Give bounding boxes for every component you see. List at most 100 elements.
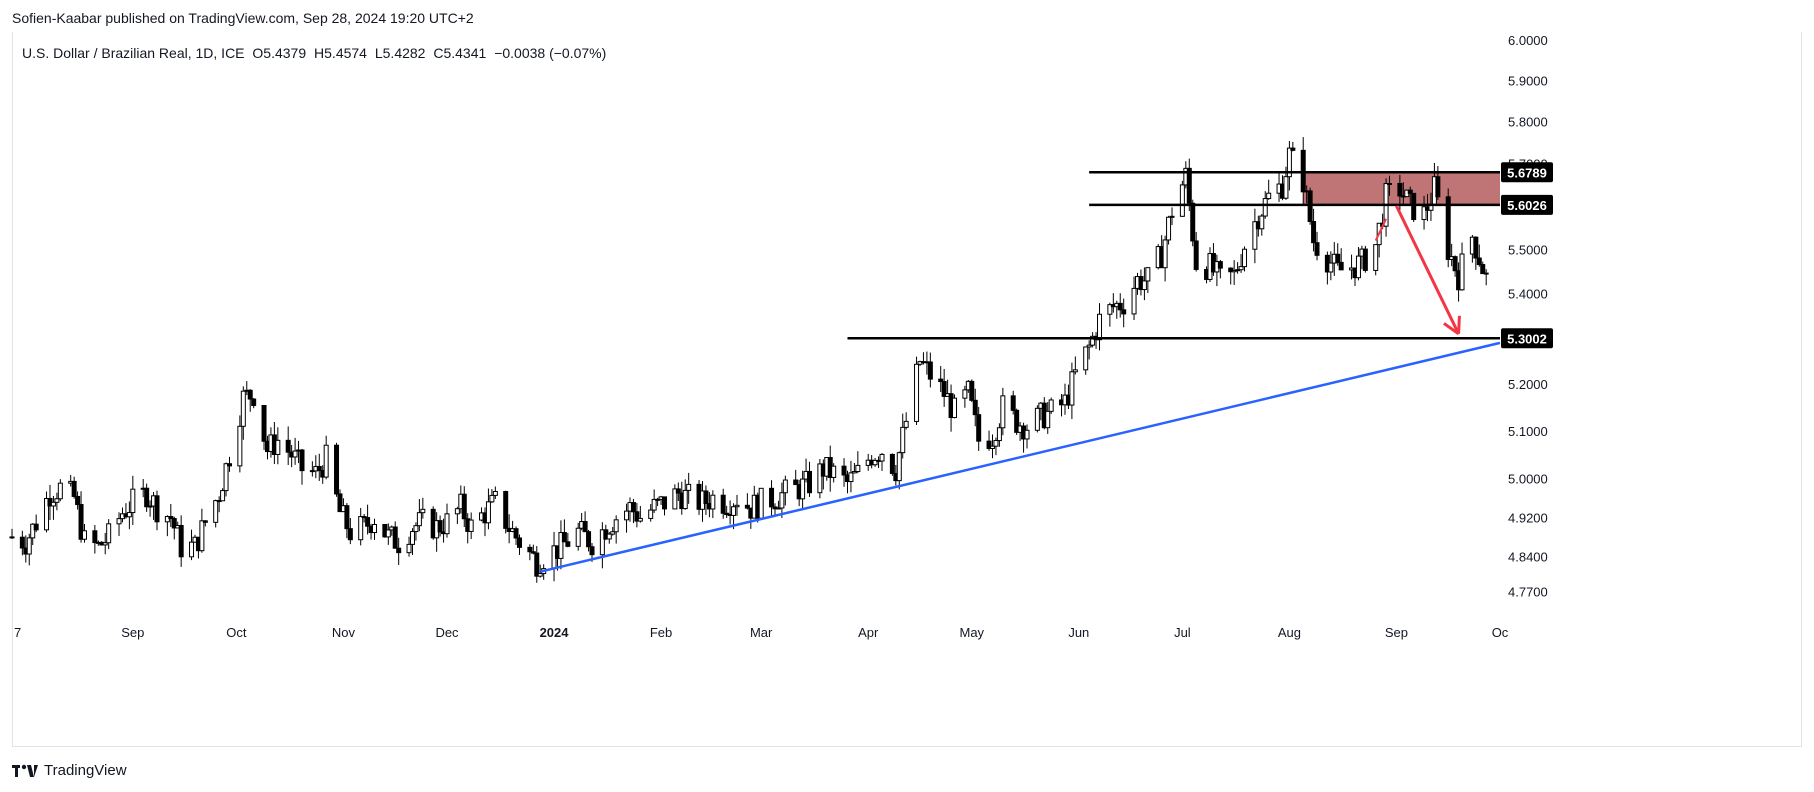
candle bbox=[996, 423, 1002, 447]
candle-body bbox=[534, 552, 540, 577]
candle bbox=[575, 522, 581, 551]
x-tick-label: Aug bbox=[1278, 625, 1301, 640]
candle bbox=[782, 475, 788, 506]
candle-body bbox=[1407, 189, 1413, 194]
candle-body bbox=[962, 389, 968, 399]
candle-body bbox=[251, 398, 257, 407]
x-tick-label: Mar bbox=[750, 625, 773, 640]
candle-body bbox=[19, 536, 25, 549]
candle-body bbox=[33, 523, 39, 531]
candle-body bbox=[624, 510, 630, 521]
candle-body bbox=[413, 525, 419, 533]
y-tick-label: 4.9200 bbox=[1508, 510, 1548, 525]
candle-body bbox=[227, 463, 233, 467]
candle-body bbox=[879, 453, 885, 462]
candle-body bbox=[316, 465, 322, 472]
price-label-box bbox=[1501, 162, 1553, 183]
candle bbox=[337, 489, 343, 513]
legend-open: O5.4379 bbox=[252, 45, 307, 61]
candle-body bbox=[969, 380, 975, 401]
y-tick-label: 5.5000 bbox=[1508, 242, 1548, 257]
x-tick-label: Oct bbox=[226, 625, 247, 640]
candle-body bbox=[406, 543, 412, 554]
candle-body bbox=[1145, 267, 1151, 282]
candle bbox=[903, 412, 909, 430]
price-label-text: 5.6789 bbox=[1507, 165, 1547, 180]
candle-body bbox=[1445, 196, 1451, 260]
candle-body bbox=[92, 530, 98, 544]
candle-body bbox=[1097, 313, 1103, 341]
candle bbox=[1166, 215, 1172, 245]
candle-body bbox=[1307, 190, 1313, 222]
candle bbox=[938, 366, 944, 392]
candle-body bbox=[720, 494, 726, 514]
candle bbox=[872, 458, 878, 467]
candle bbox=[1217, 259, 1223, 279]
candle bbox=[485, 488, 491, 530]
candle-body bbox=[530, 551, 536, 554]
candle-body bbox=[610, 531, 616, 535]
candles bbox=[9, 137, 1489, 583]
candle-body bbox=[189, 541, 195, 558]
candle-body bbox=[454, 508, 460, 515]
candle-body bbox=[385, 529, 391, 538]
candle-body bbox=[1266, 192, 1272, 200]
candle bbox=[989, 434, 995, 459]
candle bbox=[1083, 346, 1089, 375]
candle-body bbox=[334, 444, 340, 495]
candle bbox=[1086, 340, 1092, 360]
candle-body bbox=[1190, 202, 1196, 242]
candle bbox=[582, 511, 588, 533]
candle bbox=[1445, 188, 1451, 268]
candle bbox=[1407, 186, 1413, 205]
candle-body bbox=[769, 487, 775, 508]
price-label: 5.3002 bbox=[1501, 328, 1553, 349]
candle bbox=[468, 512, 474, 540]
candle-body bbox=[1459, 253, 1465, 291]
candle bbox=[851, 462, 857, 474]
candle-body bbox=[758, 487, 764, 519]
candle bbox=[962, 385, 968, 408]
candle-body bbox=[1107, 304, 1113, 315]
candle-body bbox=[1387, 182, 1393, 185]
candle bbox=[1231, 260, 1237, 285]
candle-body bbox=[57, 482, 63, 500]
candle bbox=[106, 519, 112, 550]
candle bbox=[1290, 141, 1296, 152]
candle-body bbox=[261, 405, 267, 442]
candle bbox=[710, 490, 716, 519]
candle bbox=[1069, 362, 1075, 420]
price-label-box bbox=[1501, 194, 1553, 215]
candle-body bbox=[220, 490, 226, 502]
legend-low: L5.4282 bbox=[374, 45, 426, 61]
legend-symbol[interactable]: U.S. Dollar / Brazilian Real, 1D, ICE bbox=[22, 45, 245, 61]
footer-brand[interactable]: TradingView bbox=[12, 762, 127, 779]
candle bbox=[1169, 207, 1175, 226]
candle bbox=[240, 386, 246, 440]
candle bbox=[534, 546, 540, 583]
candle-body bbox=[1169, 215, 1175, 218]
candle bbox=[1238, 254, 1244, 273]
candle-body bbox=[1228, 267, 1234, 273]
candle-body bbox=[1048, 399, 1054, 412]
candle bbox=[613, 515, 619, 544]
candle bbox=[19, 530, 25, 556]
candle-body bbox=[1373, 244, 1379, 271]
candle-body bbox=[199, 520, 205, 552]
candle-body bbox=[648, 509, 654, 519]
candle-body bbox=[1217, 261, 1223, 269]
arrow-head bbox=[1443, 322, 1460, 336]
candle-body bbox=[1162, 239, 1168, 269]
price-label: 5.6026 bbox=[1501, 194, 1553, 215]
candle bbox=[492, 486, 498, 500]
candle bbox=[1097, 303, 1103, 351]
candle-body bbox=[1483, 272, 1489, 275]
candle bbox=[651, 489, 657, 513]
candle-body bbox=[337, 493, 343, 513]
candle bbox=[817, 459, 823, 499]
candle-body bbox=[831, 465, 837, 478]
candle bbox=[1483, 269, 1489, 286]
candle-body bbox=[1473, 236, 1479, 259]
candle bbox=[1107, 302, 1113, 327]
